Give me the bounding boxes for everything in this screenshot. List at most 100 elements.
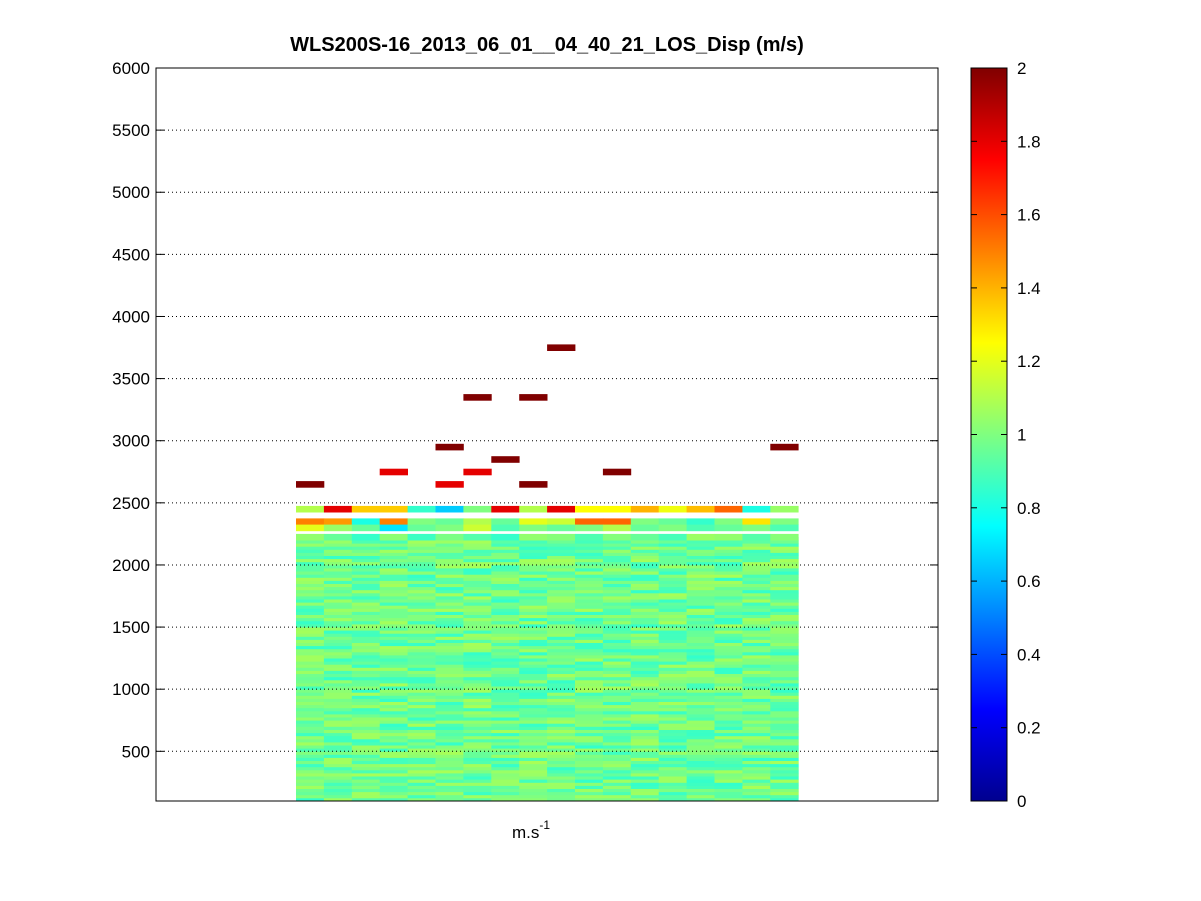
heatmap-cell — [547, 533, 576, 541]
heatmap-cell — [435, 518, 464, 525]
heatmap-cell — [323, 518, 353, 525]
y-tick-label: 3000 — [112, 432, 150, 451]
heatmap-cell — [435, 533, 464, 541]
heatmap-cell — [630, 533, 660, 541]
heatmap-cell — [742, 505, 771, 513]
heatmap-cell — [323, 505, 353, 513]
heatmap-cell — [435, 524, 464, 532]
y-tick-label: 2500 — [112, 494, 150, 513]
heatmap-cell — [658, 505, 687, 513]
heatmap-cell — [575, 533, 604, 541]
heatmap-cell — [379, 468, 408, 476]
heatmap-cell — [296, 481, 325, 488]
heatmap-cell — [575, 505, 604, 513]
y-tick-label: 4000 — [112, 307, 150, 326]
heatmap-cell — [519, 481, 548, 488]
y-tick-label: 5500 — [112, 121, 150, 140]
y-tick-label: 3500 — [112, 370, 150, 389]
heatmap-cell — [407, 505, 436, 513]
y-tick-label: 5000 — [112, 183, 150, 202]
heatmap-cell — [714, 518, 743, 525]
x-axis-label: m.s-1 — [512, 818, 550, 842]
heatmap-cell — [714, 505, 743, 513]
heatmap-cell — [630, 505, 660, 513]
heatmap-cell — [602, 518, 632, 525]
heatmap-cell — [491, 456, 520, 463]
heatmap-cell — [519, 533, 548, 541]
heatmap-cell — [463, 518, 492, 525]
heatmap-cell — [770, 518, 799, 525]
heatmap-cell — [602, 524, 632, 532]
heatmap-cell — [463, 505, 492, 513]
heatmap-cell — [686, 505, 715, 513]
heatmap-cell — [296, 533, 325, 541]
heatmap-cell — [686, 533, 715, 541]
colorbar-tick-label: 1.8 — [1017, 132, 1041, 151]
heatmap-cell — [379, 524, 408, 532]
colorbar-tick-label: 0 — [1017, 792, 1026, 811]
y-tick-label: 1000 — [112, 680, 150, 699]
heatmap-cell — [463, 524, 492, 532]
heatmap-cell — [407, 518, 436, 525]
heatmap-cell — [519, 524, 548, 532]
heatmap-cell — [519, 394, 548, 401]
heatmap-cell — [658, 533, 687, 541]
heatmap-cell — [770, 443, 799, 451]
heatmap-cell — [602, 533, 632, 541]
heatmap-cell — [296, 505, 325, 513]
plot-frame — [155, 67, 939, 802]
heatmap-cell — [770, 505, 799, 513]
x-axis-label-base: m.s — [512, 823, 539, 842]
heatmap-cell — [519, 505, 548, 513]
heatmap-layer — [296, 344, 799, 802]
y-tick-label: 4500 — [112, 245, 150, 264]
heatmap-cell — [351, 533, 381, 541]
heatmap-cell — [463, 394, 492, 401]
heatmap-cell — [296, 518, 325, 525]
heatmap-cell — [407, 524, 436, 532]
heatmap-cell — [463, 533, 492, 541]
colorbar-tick-label: 1.6 — [1017, 206, 1041, 225]
heatmap-cell — [658, 524, 687, 532]
heatmap-cell — [491, 533, 520, 541]
heatmap-cell — [742, 533, 771, 541]
heatmap-cell — [714, 524, 743, 532]
heatmap-cell — [602, 468, 632, 476]
heatmap-cell — [658, 518, 687, 525]
y-tick-label: 1500 — [112, 618, 150, 637]
heatmap-cell — [435, 481, 464, 488]
colorbar-tick-label: 1.4 — [1017, 279, 1041, 298]
colorbar-tick-label: 0.8 — [1017, 499, 1041, 518]
colorbar-tick-label: 0.2 — [1017, 719, 1041, 738]
heatmap-cell — [575, 518, 604, 525]
heatmap-cell — [435, 505, 464, 513]
heatmap-cell — [770, 533, 799, 541]
colorbar-tick-label: 1 — [1017, 426, 1026, 445]
y-tick-label: 6000 — [112, 59, 150, 78]
heatmap-cell — [602, 505, 632, 513]
heatmap-cell — [491, 524, 520, 532]
heatmap-cell — [323, 533, 353, 541]
heatmap-cell — [630, 524, 660, 532]
heatmap-cell — [463, 468, 492, 476]
heatmap-cell — [686, 524, 715, 532]
heatmap-cell — [742, 518, 771, 525]
heatmap-cell — [323, 524, 353, 532]
heatmap-cell — [770, 524, 799, 532]
heatmap-cell — [491, 518, 520, 525]
heatmap-cell — [547, 505, 576, 513]
heatmap-cell — [491, 505, 520, 513]
heatmap-cell — [379, 518, 408, 525]
heatmap-cell — [351, 524, 381, 532]
heatmap-cell — [547, 524, 576, 532]
heatmap-cell — [519, 518, 548, 525]
heatmap-cell — [686, 518, 715, 525]
y-axis: 500 1000 1500 2000 2500 3000 3500 4000 4500 5000 5… — [112, 59, 938, 761]
colorbar-tick-label: 0.6 — [1017, 572, 1041, 591]
y-tick-label: 2000 — [112, 556, 150, 575]
heatmap-cell — [379, 533, 408, 541]
colorbar-tick-label: 0.4 — [1017, 645, 1041, 664]
heatmap-cell — [575, 524, 604, 532]
chart-title: WLS200S-16_2013_06_01__04_40_21_LOS_Disp… — [290, 34, 804, 56]
